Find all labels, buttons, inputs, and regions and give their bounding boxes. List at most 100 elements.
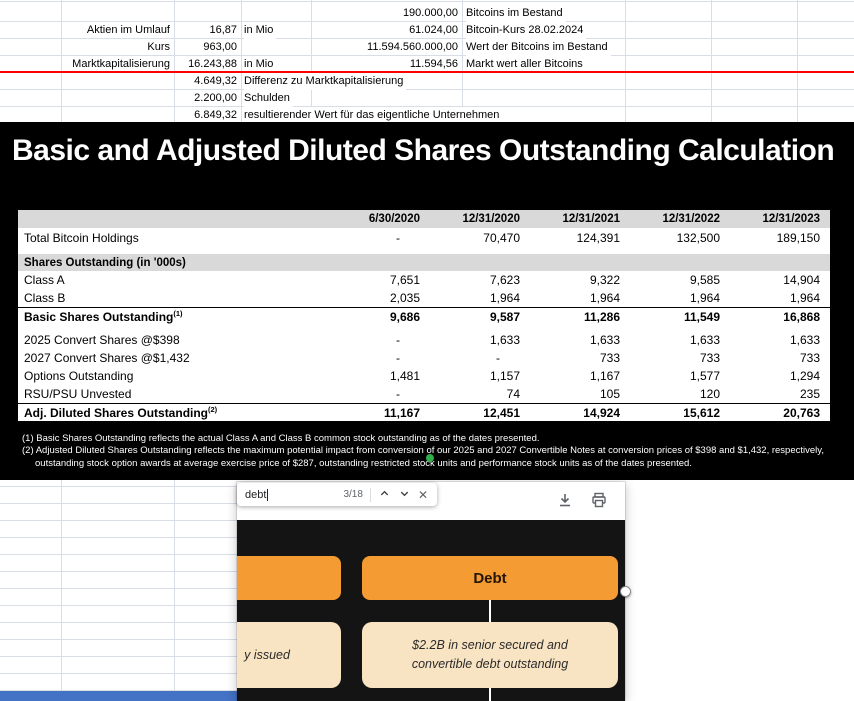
sheet-cell[interactable]: in Mio — [244, 56, 277, 73]
table-row: Basic Shares Outstanding(1) 9,686 9,587 … — [18, 307, 830, 325]
table-row: RSU/PSU Unvested - 74 105 120 235 — [18, 385, 830, 403]
gridline-vertical — [711, 0, 712, 122]
table-cell: - — [396, 333, 400, 347]
sheet-cell[interactable]: 16.243,88 — [188, 58, 237, 70]
sheet-cell[interactable]: 11.594,56 — [409, 58, 458, 70]
gridline-vertical — [797, 0, 798, 122]
sheet-cell[interactable]: Bitcoins im Bestand — [466, 5, 566, 22]
table-cell: 11,286 — [583, 309, 620, 324]
table-cell: 1,633 — [589, 333, 620, 347]
table-cell: - — [396, 351, 400, 365]
table-cell: 20,763 — [783, 405, 820, 420]
chevron-up-icon — [379, 487, 390, 502]
table-cell: Total Bitcoin Holdings — [24, 231, 139, 245]
gridline-vertical — [174, 480, 175, 691]
table-cell: 1,964 — [689, 291, 720, 305]
shares-table: 6/30/2020 12/31/2020 12/31/2021 12/31/20… — [18, 210, 830, 421]
divider — [369, 487, 371, 502]
slide-footnotes: (1) Basic Shares Outstanding reflects th… — [22, 433, 834, 470]
find-previous-button[interactable] — [378, 486, 391, 503]
table-cell: 11,167 — [383, 405, 420, 420]
gridline-vertical — [625, 0, 626, 122]
table-cell: 132,500 — [676, 231, 720, 245]
sheet-cell[interactable]: 16,87 — [209, 24, 237, 36]
sheet-cell[interactable]: Differenz zu Marktkapitalisierung — [244, 73, 407, 90]
debt-box: Debt — [362, 556, 618, 600]
find-close-button[interactable]: ✕ — [411, 488, 429, 502]
equity-detail-box-partial: y issued — [237, 622, 341, 688]
table-header-row: 6/30/2020 12/31/2020 12/31/2021 12/31/20… — [18, 210, 830, 228]
text-caret — [267, 488, 269, 501]
print-button[interactable] — [589, 490, 609, 513]
table-cell: 1,964 — [789, 291, 820, 305]
table-section-band: Shares Outstanding (in '000s) — [18, 254, 830, 271]
sheet-cell[interactable]: Kurs — [147, 41, 170, 53]
shares-slide-image[interactable]: Basic and Adjusted Diluted Shares Outsta… — [0, 122, 854, 480]
table-row: 2027 Convert Shares @$1,432 - - 733 733 … — [18, 349, 830, 367]
table-cell: 2025 Convert Shares @$398 — [24, 333, 180, 347]
sheet-cell[interactable]: 11.594.560.000,00 — [367, 41, 458, 53]
table-cell: - — [496, 351, 500, 365]
table-cell: - — [396, 231, 400, 245]
table-cell: 74 — [506, 387, 520, 401]
table-header-cell: 12/31/2021 — [562, 213, 620, 225]
table-row: Options Outstanding 1,481 1,157 1,167 1,… — [18, 367, 830, 385]
sheet-cell[interactable]: resultierender Wert für das eigentliche … — [244, 107, 503, 124]
table-cell: 16,868 — [783, 309, 820, 324]
table-cell: 9,322 — [589, 273, 620, 287]
sheet-cell[interactable]: Aktien im Umlauf — [86, 24, 170, 36]
sheet-cell[interactable]: Schulden — [244, 90, 293, 107]
table-cell: 9,686 — [389, 309, 420, 324]
sheet-cell[interactable]: in Mio — [244, 22, 277, 39]
table-cell: 124,391 — [576, 231, 620, 245]
sheet-cell[interactable]: Marktkapitalisierung — [72, 58, 170, 70]
table-cell: 1,964 — [489, 291, 520, 305]
sheet-cell[interactable]: 4.649,32 — [194, 75, 237, 87]
footnote: (2) Adjusted Diluted Shares Outstanding … — [22, 445, 824, 469]
table-cell: 1,294 — [789, 369, 820, 383]
table-cell: 1,633 — [789, 333, 820, 347]
table-cell: 9,587 — [489, 309, 520, 324]
sheet-cell[interactable]: Wert der Bitcoins im Bestand — [466, 39, 611, 56]
sheet-cell[interactable]: 61.024,00 — [409, 24, 458, 36]
gridline-vertical — [311, 0, 312, 122]
rotation-handle[interactable] — [426, 454, 434, 462]
gridline-vertical — [61, 0, 62, 122]
table-row: Total Bitcoin Holdings - 70,470 124,391 … — [18, 229, 830, 247]
chevron-down-icon — [399, 487, 410, 502]
sheet-cell[interactable]: 2.200,00 — [194, 92, 237, 104]
sheet-cell[interactable]: 963,00 — [203, 41, 237, 53]
gridline-vertical — [61, 480, 62, 691]
sheet-cell[interactable]: 190.000,00 — [402, 7, 458, 19]
close-icon: ✕ — [417, 487, 428, 502]
table-cell: 14,904 — [783, 273, 820, 287]
sheet-cell[interactable]: 6.849,32 — [194, 109, 237, 121]
connector-line — [489, 688, 491, 701]
table-cell: 1,964 — [589, 291, 620, 305]
resize-handle[interactable] — [620, 586, 631, 597]
table-cell: Shares Outstanding (in '000s) — [24, 256, 186, 269]
find-next-button[interactable] — [398, 486, 411, 503]
sheet-cell[interactable]: Markt wert aller Bitcoins — [466, 56, 586, 73]
table-cell: 1,633 — [689, 333, 720, 347]
gridline-vertical — [462, 0, 463, 122]
slide-title: Basic and Adjusted Diluted Shares Outsta… — [12, 134, 835, 167]
table-cell: Options Outstanding — [24, 369, 134, 383]
pdf-viewer-window[interactable]: debt 3/18 ✕ Debt y issued — [237, 482, 625, 701]
print-icon — [591, 492, 607, 511]
table-cell: Basic Shares Outstanding(1) — [24, 309, 183, 324]
table-cell: 2027 Convert Shares @$1,432 — [24, 351, 190, 365]
table-row: Class A 7,651 7,623 9,322 9,585 14,904 — [18, 271, 830, 289]
table-cell: 189,150 — [776, 231, 820, 245]
find-input[interactable]: debt — [245, 488, 267, 501]
table-header-cell: 12/31/2023 — [762, 213, 820, 225]
table-cell: 9,585 — [689, 273, 720, 287]
table-header-cell: 12/31/2022 — [662, 213, 720, 225]
blue-bar — [0, 691, 237, 701]
gridline-vertical — [241, 0, 242, 122]
table-cell: 733 — [699, 351, 720, 365]
sheet-cell[interactable]: Bitcoin-Kurs 28.02.2024 — [466, 22, 587, 39]
download-button[interactable] — [555, 490, 575, 513]
table-header-cell: 6/30/2020 — [368, 213, 420, 225]
